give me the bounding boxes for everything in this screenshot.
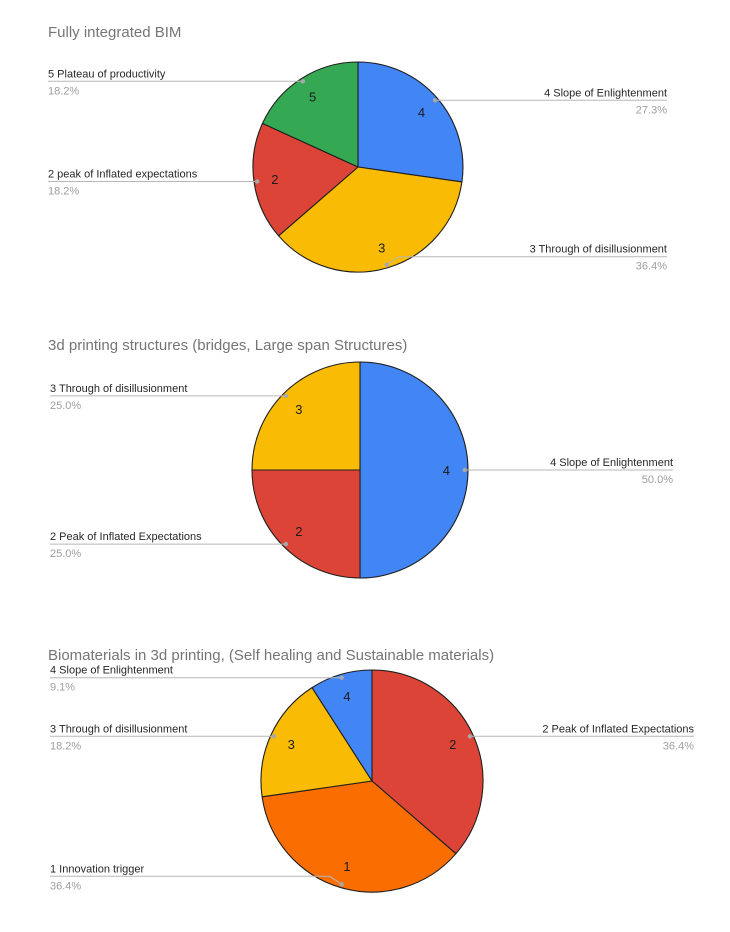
slice-percentage: 50.0% [642, 474, 673, 486]
pie-slice-2 [251, 469, 361, 579]
slice-label: 5 Plateau of productivity [48, 68, 166, 80]
pie-slice-4 [359, 361, 469, 579]
callout-dot [339, 882, 344, 887]
slice-number: 2 [449, 737, 456, 752]
slice-label: 2 Peak of Inflated Expectations [542, 723, 694, 735]
callout-dot [432, 98, 438, 103]
slice-percentage: 18.2% [50, 740, 81, 752]
pie-slice-4 [311, 669, 373, 782]
callout-dot [283, 393, 289, 399]
chart-title: 3d printing structures (bridges, Large s… [48, 337, 408, 354]
slice-label: 2 Peak of Inflated Expectations [50, 531, 202, 543]
slice-number: 3 [288, 737, 295, 752]
slice-number: 2 [271, 172, 278, 187]
slice-percentage: 9.1% [50, 682, 75, 694]
slice-percentage: 25.0% [50, 548, 81, 560]
slice-number: 4 [418, 105, 425, 120]
callout-dot [300, 79, 306, 84]
slice-percentage: 36.4% [50, 880, 81, 892]
slice-number: 4 [343, 689, 350, 704]
pie-slice-2 [371, 669, 484, 855]
pie-slice-3 [260, 687, 373, 798]
pie-slice-5 [261, 61, 359, 168]
pie-slice-3 [278, 166, 463, 273]
slice-percentage: 18.2% [48, 85, 79, 97]
pie-canvas: 2 Peak of Inflated Expectations 36.4% 2 1 I… [50, 665, 694, 893]
slice-percentage: 27.3% [636, 104, 667, 116]
pie-slice-1 [261, 780, 457, 893]
pie-canvas: 4 Slope of Enlightenment 27.3% 4 3 Through … [48, 61, 667, 273]
slice-label: 1 Innovation trigger [50, 863, 145, 875]
chart-title: Biomaterials in 3d printing, (Self heali… [48, 647, 495, 664]
callout-dot [255, 179, 260, 184]
chart-biomaterials-3d-printing: Biomaterials in 3d printing, (Self heali… [0, 622, 730, 932]
callout-dot [384, 262, 389, 267]
callout-dot [467, 734, 473, 739]
slice-label: 4 Slope of Enlightenment [550, 457, 673, 469]
callout-leader-line [50, 875, 342, 885]
slice-percentage: 36.4% [663, 740, 694, 752]
slice-number: 5 [309, 89, 316, 104]
pie-slice-3 [251, 361, 361, 471]
slice-label: 4 Slope of Enlightenment [544, 87, 667, 99]
slice-number: 3 [378, 241, 385, 256]
slice-label: 4 Slope of Enlightenment [50, 665, 173, 677]
pie-canvas: 4 Slope of Enlightenment 50.0% 4 2 Peak of … [50, 361, 673, 579]
chart-3d-printing-structures: 3d printing structures (bridges, Large s… [0, 312, 730, 618]
slice-number: 4 [443, 463, 450, 478]
slice-percentage: 18.2% [48, 186, 79, 198]
callout-dot [339, 675, 344, 680]
callout-dot [462, 467, 467, 473]
slice-label: 3 Through of disillusionment [530, 244, 667, 256]
pie-slice-4 [357, 61, 464, 183]
slice-number: 2 [295, 524, 302, 539]
callout-leader-line [386, 256, 667, 266]
slice-number: 1 [343, 859, 350, 874]
slice-number: 3 [295, 402, 302, 417]
slice-label: 3 Through of disillusionment [50, 723, 187, 735]
callout-dot [283, 541, 289, 547]
slice-percentage: 25.0% [50, 400, 81, 412]
callout-dot [271, 734, 277, 739]
slice-label: 2 peak of Inflated expectations [48, 169, 198, 181]
slice-label: 3 Through of disillusionment [50, 383, 187, 395]
slice-percentage: 36.4% [636, 261, 667, 273]
chart-title: Fully integrated BIM [48, 24, 182, 41]
chart-fully-integrated-bim: Fully integrated BIM 4 Slope of Enlighte… [0, 0, 730, 310]
